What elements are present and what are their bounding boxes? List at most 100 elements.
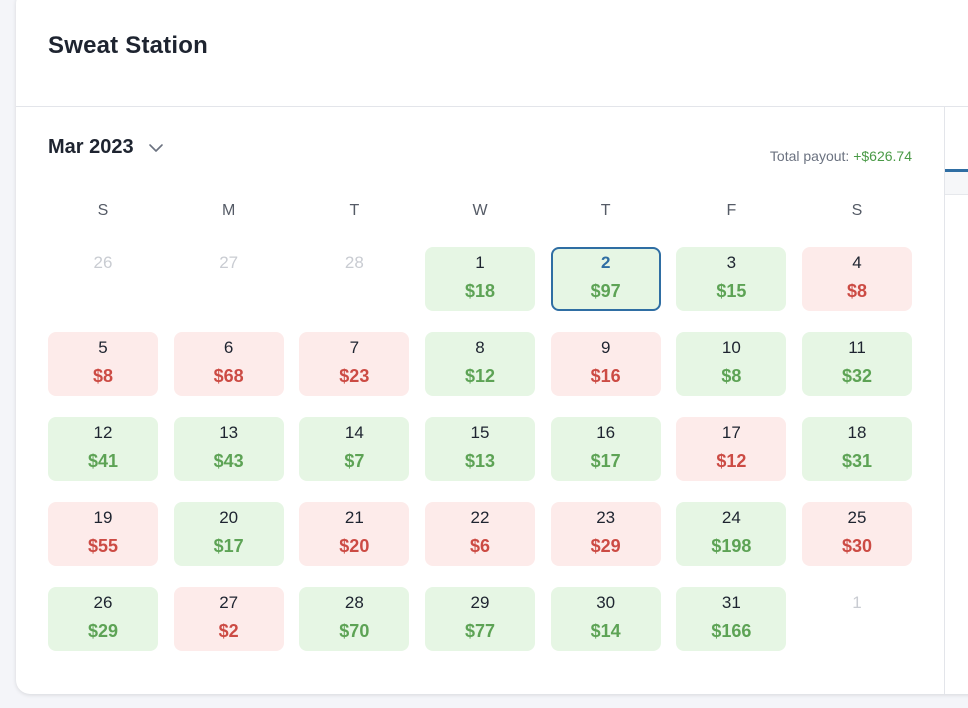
calendar-day-outside-month: 28 xyxy=(299,247,409,311)
day-payout-amount: $2 xyxy=(218,621,239,641)
day-number: 26 xyxy=(93,593,113,612)
month-selector[interactable]: Mar 2023 xyxy=(48,136,164,159)
calendar-day[interactable]: 3 $15 xyxy=(676,247,787,311)
day-payout-amount: $30 xyxy=(841,536,873,556)
day-payout-amount: $7 xyxy=(344,451,365,471)
day-number: 11 xyxy=(848,338,866,357)
day-payout-amount: $70 xyxy=(339,621,370,641)
calendar-day[interactable]: 8 $12 xyxy=(425,332,535,396)
calendar-day[interactable]: 14 $7 xyxy=(299,417,410,481)
calendar-day[interactable]: 23 $29 xyxy=(550,502,661,566)
day-payout-amount: $32 xyxy=(841,366,873,386)
calendar-day[interactable]: 31 $166 xyxy=(676,587,787,651)
calendar-day[interactable]: 29 $77 xyxy=(425,587,535,651)
day-number: 20 xyxy=(219,508,239,527)
day-number: 21 xyxy=(344,508,364,527)
day-payout-amount: $17 xyxy=(590,451,621,471)
day-number: 23 xyxy=(596,508,616,527)
calendar-day-outside-month: 27 xyxy=(174,247,284,311)
day-payout-amount: $15 xyxy=(716,281,747,301)
day-payout-amount: $68 xyxy=(213,366,244,386)
calendar-day[interactable]: 12 $41 xyxy=(48,417,158,481)
day-number: 2 xyxy=(600,253,611,272)
weekday-label: W xyxy=(472,202,488,219)
weekday-label: M xyxy=(221,202,236,219)
weekday-label: T xyxy=(349,202,360,219)
calendar-day[interactable]: 16 $17 xyxy=(550,417,661,481)
day-payout-amount: $43 xyxy=(213,451,244,471)
day-number: 7 xyxy=(349,338,360,357)
payout-card: Sweat Station Mar 2023 Total payout: +$6… xyxy=(16,0,968,694)
day-number: 9 xyxy=(600,338,611,357)
day-number: 6 xyxy=(223,338,234,357)
day-number: 29 xyxy=(470,593,490,612)
month-label: Mar 2023 xyxy=(48,136,134,158)
calendar-day-outside-month: 1 xyxy=(802,587,912,651)
day-payout-amount: $8 xyxy=(721,366,742,386)
day-number: 30 xyxy=(596,593,616,612)
day-payout-amount: $23 xyxy=(339,366,370,386)
day-number: 5 xyxy=(98,338,108,357)
calendar-day[interactable]: 25 $30 xyxy=(802,502,913,566)
day-number: 17 xyxy=(721,423,741,442)
calendar-day[interactable]: 18 $31 xyxy=(802,417,913,481)
weekday-label: S xyxy=(851,202,863,219)
day-payout-amount: $17 xyxy=(213,536,244,556)
calendar-day[interactable]: 13 $43 xyxy=(173,417,284,481)
day-number: 3 xyxy=(726,253,737,272)
calendar-day[interactable]: 19 $55 xyxy=(48,502,158,566)
calendar-day[interactable]: 21 $20 xyxy=(299,502,410,566)
day-number: 10 xyxy=(721,338,741,357)
day-number: 26 xyxy=(93,253,113,272)
day-number: 1 xyxy=(475,253,485,272)
calendar-day[interactable]: 28 $70 xyxy=(299,587,410,651)
day-payout-amount: $8 xyxy=(92,366,114,386)
day-payout-amount: $12 xyxy=(464,366,496,386)
day-payout-amount: $77 xyxy=(464,621,496,641)
day-payout-amount: $198 xyxy=(711,536,752,556)
calendar-day[interactable]: 1 $18 xyxy=(425,247,535,311)
calendar-day[interactable]: 27 $2 xyxy=(173,587,284,651)
weekday-label: S xyxy=(97,202,109,219)
day-number: 14 xyxy=(344,423,364,442)
active-tab-indicator xyxy=(945,169,968,172)
calendar-day[interactable]: 30 $14 xyxy=(550,587,661,651)
calendar-day[interactable]: 15 $13 xyxy=(425,417,535,481)
calendar-day[interactable]: 22 $6 xyxy=(425,502,535,566)
day-payout-amount: $14 xyxy=(590,621,621,641)
day-number: 28 xyxy=(344,253,364,272)
side-panel xyxy=(944,107,968,694)
calendar-grid: 26 27 28 1 $18 2 $97 3 $15 4 $8 5 $8 6 $68 7 $23 8 $12 9 $16… xyxy=(48,247,928,667)
day-payout-amount: $20 xyxy=(339,536,370,556)
day-payout-amount: $13 xyxy=(464,451,496,471)
day-payout-amount: $8 xyxy=(847,281,868,301)
day-number: 15 xyxy=(470,423,490,442)
weekday-label: F xyxy=(726,202,737,219)
weekday-label: T xyxy=(600,202,611,219)
calendar-day[interactable]: 26 $29 xyxy=(48,587,158,651)
calendar-day[interactable]: 9 $16 xyxy=(550,332,661,396)
calendar-day[interactable]: 4 $8 xyxy=(802,247,913,311)
calendar-day[interactable]: 17 $12 xyxy=(676,417,787,481)
day-number: 22 xyxy=(470,508,490,527)
day-number: 27 xyxy=(219,593,239,612)
calendar-day[interactable]: 5 $8 xyxy=(48,332,158,396)
calendar-day[interactable]: 7 $23 xyxy=(299,332,410,396)
day-number: 1 xyxy=(852,593,862,612)
day-number: 24 xyxy=(721,508,741,527)
day-payout-amount: $41 xyxy=(87,451,119,471)
day-payout-amount: $12 xyxy=(716,451,747,471)
day-number: 18 xyxy=(847,423,867,442)
total-payout-value: +$626.74 xyxy=(853,148,912,164)
calendar-day[interactable]: 11 $32 xyxy=(802,332,913,396)
day-payout-amount: $55 xyxy=(87,536,119,556)
day-number: 16 xyxy=(596,423,616,442)
calendar-day-today[interactable]: 2 $97 xyxy=(550,247,661,311)
day-payout-amount: $97 xyxy=(590,281,621,301)
calendar-day[interactable]: 10 $8 xyxy=(676,332,787,396)
calendar-day[interactable]: 6 $68 xyxy=(173,332,284,396)
calendar-day[interactable]: 24 $198 xyxy=(676,502,787,566)
page-title: Sweat Station xyxy=(48,32,208,59)
calendar-day[interactable]: 20 $17 xyxy=(173,502,284,566)
